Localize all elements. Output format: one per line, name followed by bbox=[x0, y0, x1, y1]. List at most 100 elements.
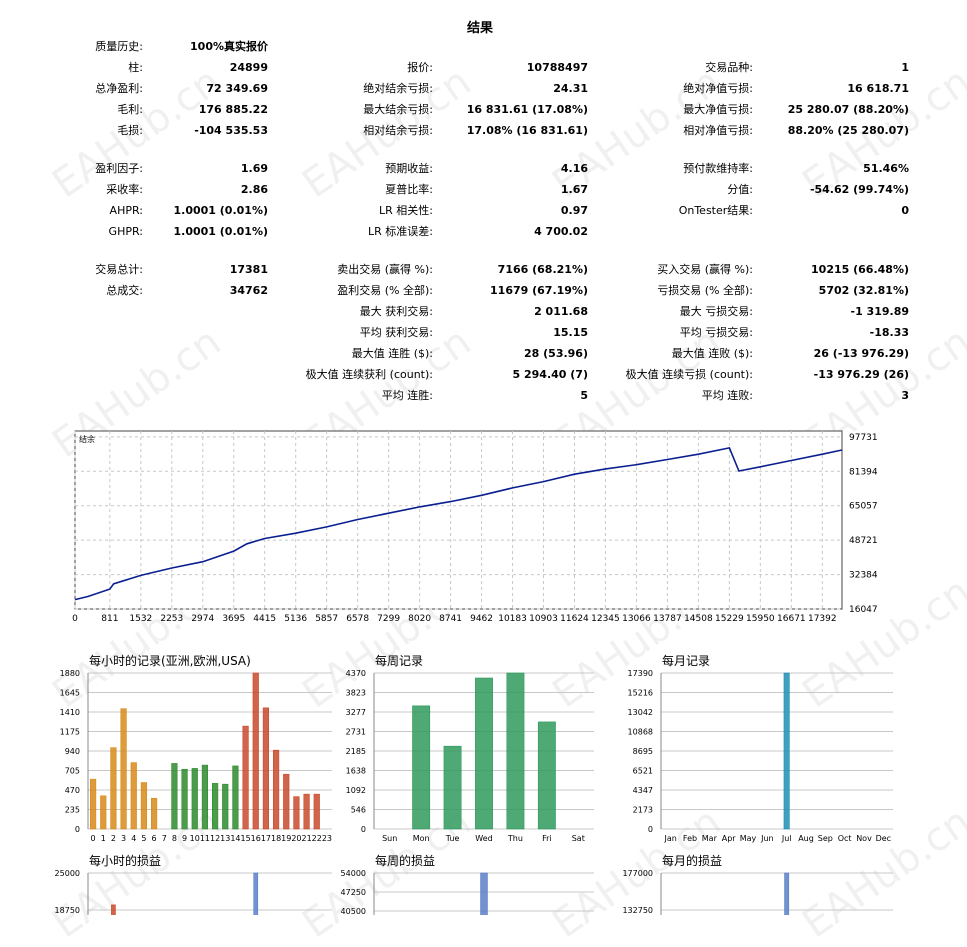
balance-x-tick: 6578 bbox=[346, 614, 369, 624]
hourly-records-chart-x-tick: 3 bbox=[121, 834, 126, 843]
monthly-records-chart-y-tick: 2173 bbox=[633, 806, 653, 815]
stat-value: -18.33 bbox=[869, 326, 909, 339]
hourly-records-chart-bar bbox=[150, 797, 158, 830]
balance-x-tick: 16671 bbox=[777, 614, 806, 624]
stat-label: 最大值 连胜 ($): bbox=[351, 347, 433, 360]
stat-value: 1.0001 (0.01%) bbox=[173, 225, 269, 238]
report-title: 结果 bbox=[466, 21, 493, 36]
hourly-records-chart-x-tick: 5 bbox=[141, 834, 146, 843]
hourly-pnl-chart-bar bbox=[111, 904, 116, 915]
hourly-records-chart-bar bbox=[272, 749, 280, 830]
hourly-records-chart-y-tick: 1880 bbox=[60, 669, 80, 678]
stat-value: -54.62 (99.74%) bbox=[809, 183, 909, 196]
hourly-pnl-chart-bar bbox=[253, 872, 259, 915]
weekly-records-chart-x-tick: Sun bbox=[382, 834, 397, 843]
stat-value: 17.08% (16 831.61) bbox=[466, 124, 588, 137]
balance-x-tick: 811 bbox=[101, 614, 118, 624]
stat-value: 4 700.02 bbox=[534, 225, 588, 238]
hourly-records-chart-bar bbox=[242, 725, 249, 830]
stat-label: LR 相关性: bbox=[379, 204, 433, 217]
balance-x-tick: 12345 bbox=[591, 614, 620, 624]
balance-y-tick: 65057 bbox=[849, 502, 878, 512]
stat-value: 0 bbox=[901, 204, 909, 217]
stat-value: 1 bbox=[901, 61, 909, 74]
monthly-records-chart-x-tick: Mar bbox=[702, 834, 718, 843]
stat-value: 25 280.07 (88.20%) bbox=[787, 103, 909, 116]
balance-x-tick: 9462 bbox=[470, 614, 493, 624]
monthly-records-chart-x-tick: Feb bbox=[683, 834, 697, 843]
stat-value: 1.69 bbox=[240, 162, 268, 175]
hourly-records-chart-bar bbox=[181, 768, 188, 830]
weekly-records-chart-bar bbox=[537, 721, 556, 830]
hourly-records-chart-bar bbox=[232, 765, 239, 830]
balance-y-tick: 48721 bbox=[849, 536, 878, 546]
weekly-records-chart-y-tick: 2185 bbox=[346, 747, 366, 756]
balance-x-tick: 2253 bbox=[160, 614, 183, 624]
stat-label: 报价: bbox=[407, 61, 433, 74]
stat-label: 分值: bbox=[727, 183, 753, 196]
monthly-records-chart-y-tick: 17390 bbox=[628, 669, 653, 678]
stat-label: 毛利: bbox=[117, 103, 143, 116]
hourly-records-chart-y-tick: 470 bbox=[65, 786, 80, 795]
hourly-records-chart-bar bbox=[140, 782, 148, 830]
hourly-pnl-chart-y-tick: 18750 bbox=[55, 906, 80, 915]
monthly-pnl-chart-y-tick: 132750 bbox=[622, 906, 653, 915]
balance-x-tick: 8020 bbox=[408, 614, 431, 624]
stat-value: 15.15 bbox=[553, 326, 588, 339]
balance-y-tick: 81394 bbox=[849, 467, 878, 477]
balance-x-tick: 5857 bbox=[315, 614, 338, 624]
stat-label: AHPR: bbox=[109, 204, 143, 217]
weekly-records-chart-y-tick: 4370 bbox=[346, 669, 366, 678]
hourly-records-chart-x-tick: 7 bbox=[162, 834, 167, 843]
monthly-records-chart-x-tick: Oct bbox=[838, 834, 852, 843]
balance-x-tick: 1532 bbox=[129, 614, 152, 624]
stat-value: 100%真实报价 bbox=[190, 40, 268, 53]
stat-label: 柱: bbox=[128, 61, 143, 74]
stat-value: 24899 bbox=[229, 61, 268, 74]
stat-value: 26 (-13 976.29) bbox=[813, 347, 909, 360]
weekly-records-chart-y-tick: 2731 bbox=[346, 728, 366, 737]
stat-label: 绝对净值亏损: bbox=[683, 82, 753, 95]
weekly-records-chart-y-tick: 1092 bbox=[346, 786, 366, 795]
weekly-records-chart-bar bbox=[412, 705, 431, 830]
stat-label: LR 标准误差: bbox=[368, 225, 433, 238]
balance-x-tick: 3695 bbox=[222, 614, 245, 624]
stat-value: 10788497 bbox=[526, 61, 588, 74]
stat-label: GHPR: bbox=[108, 225, 143, 238]
hourly-records-chart-x-tick: 23 bbox=[322, 834, 332, 843]
stat-value: 16 618.71 bbox=[847, 82, 909, 95]
balance-y-tick: 16047 bbox=[849, 605, 878, 615]
stat-value: 11679 (67.19%) bbox=[490, 284, 588, 297]
hourly-records-chart-x-tick: 18 bbox=[271, 834, 281, 843]
monthly-records-chart-y-tick: 4347 bbox=[633, 786, 653, 795]
stat-label: 买入交易 (赢得 %): bbox=[657, 263, 753, 276]
hourly-records-chart-x-tick: 13 bbox=[220, 834, 230, 843]
monthly-records-chart-x-tick: Nov bbox=[856, 834, 872, 843]
hourly-records-chart-y-tick: 0 bbox=[75, 825, 80, 834]
weekly-records-chart-x-tick: Fri bbox=[542, 834, 552, 843]
hourly-records-chart-x-tick: 11 bbox=[200, 834, 210, 843]
hourly-records-chart-x-tick: 14 bbox=[230, 834, 240, 843]
stat-value: 3 bbox=[901, 389, 909, 402]
monthly-records-chart-title: 每月记录 bbox=[662, 653, 710, 668]
monthly-records-chart-y-tick: 15216 bbox=[628, 689, 653, 698]
weekly-records-chart-x-tick: Wed bbox=[475, 834, 492, 843]
weekly-records-chart-bar bbox=[506, 672, 525, 830]
balance-x-tick: 15229 bbox=[715, 614, 744, 624]
stat-value: 51.46% bbox=[863, 162, 909, 175]
stat-value: 2 011.68 bbox=[534, 305, 588, 318]
weekly-records-chart-y-tick: 1638 bbox=[346, 767, 366, 776]
hourly-records-chart-bar bbox=[89, 778, 97, 830]
weekly-records-chart-y-tick: 3277 bbox=[346, 708, 366, 717]
monthly-pnl-chart-bar bbox=[784, 872, 790, 915]
stat-label: 交易总计: bbox=[95, 263, 143, 276]
hourly-records-chart-bar bbox=[283, 773, 290, 830]
stat-label: 相对结余亏损: bbox=[363, 124, 433, 137]
stat-value: 5 294.40 (7) bbox=[512, 368, 588, 381]
stat-value: 17381 bbox=[229, 263, 268, 276]
weekly-pnl-chart-y-tick: 40500 bbox=[341, 907, 366, 915]
weekly-pnl-chart-y-tick: 54000 bbox=[341, 869, 366, 878]
stat-label: 夏普比率: bbox=[385, 183, 433, 196]
stat-value: 10215 (66.48%) bbox=[811, 263, 909, 276]
balance-x-tick: 17392 bbox=[808, 614, 837, 624]
